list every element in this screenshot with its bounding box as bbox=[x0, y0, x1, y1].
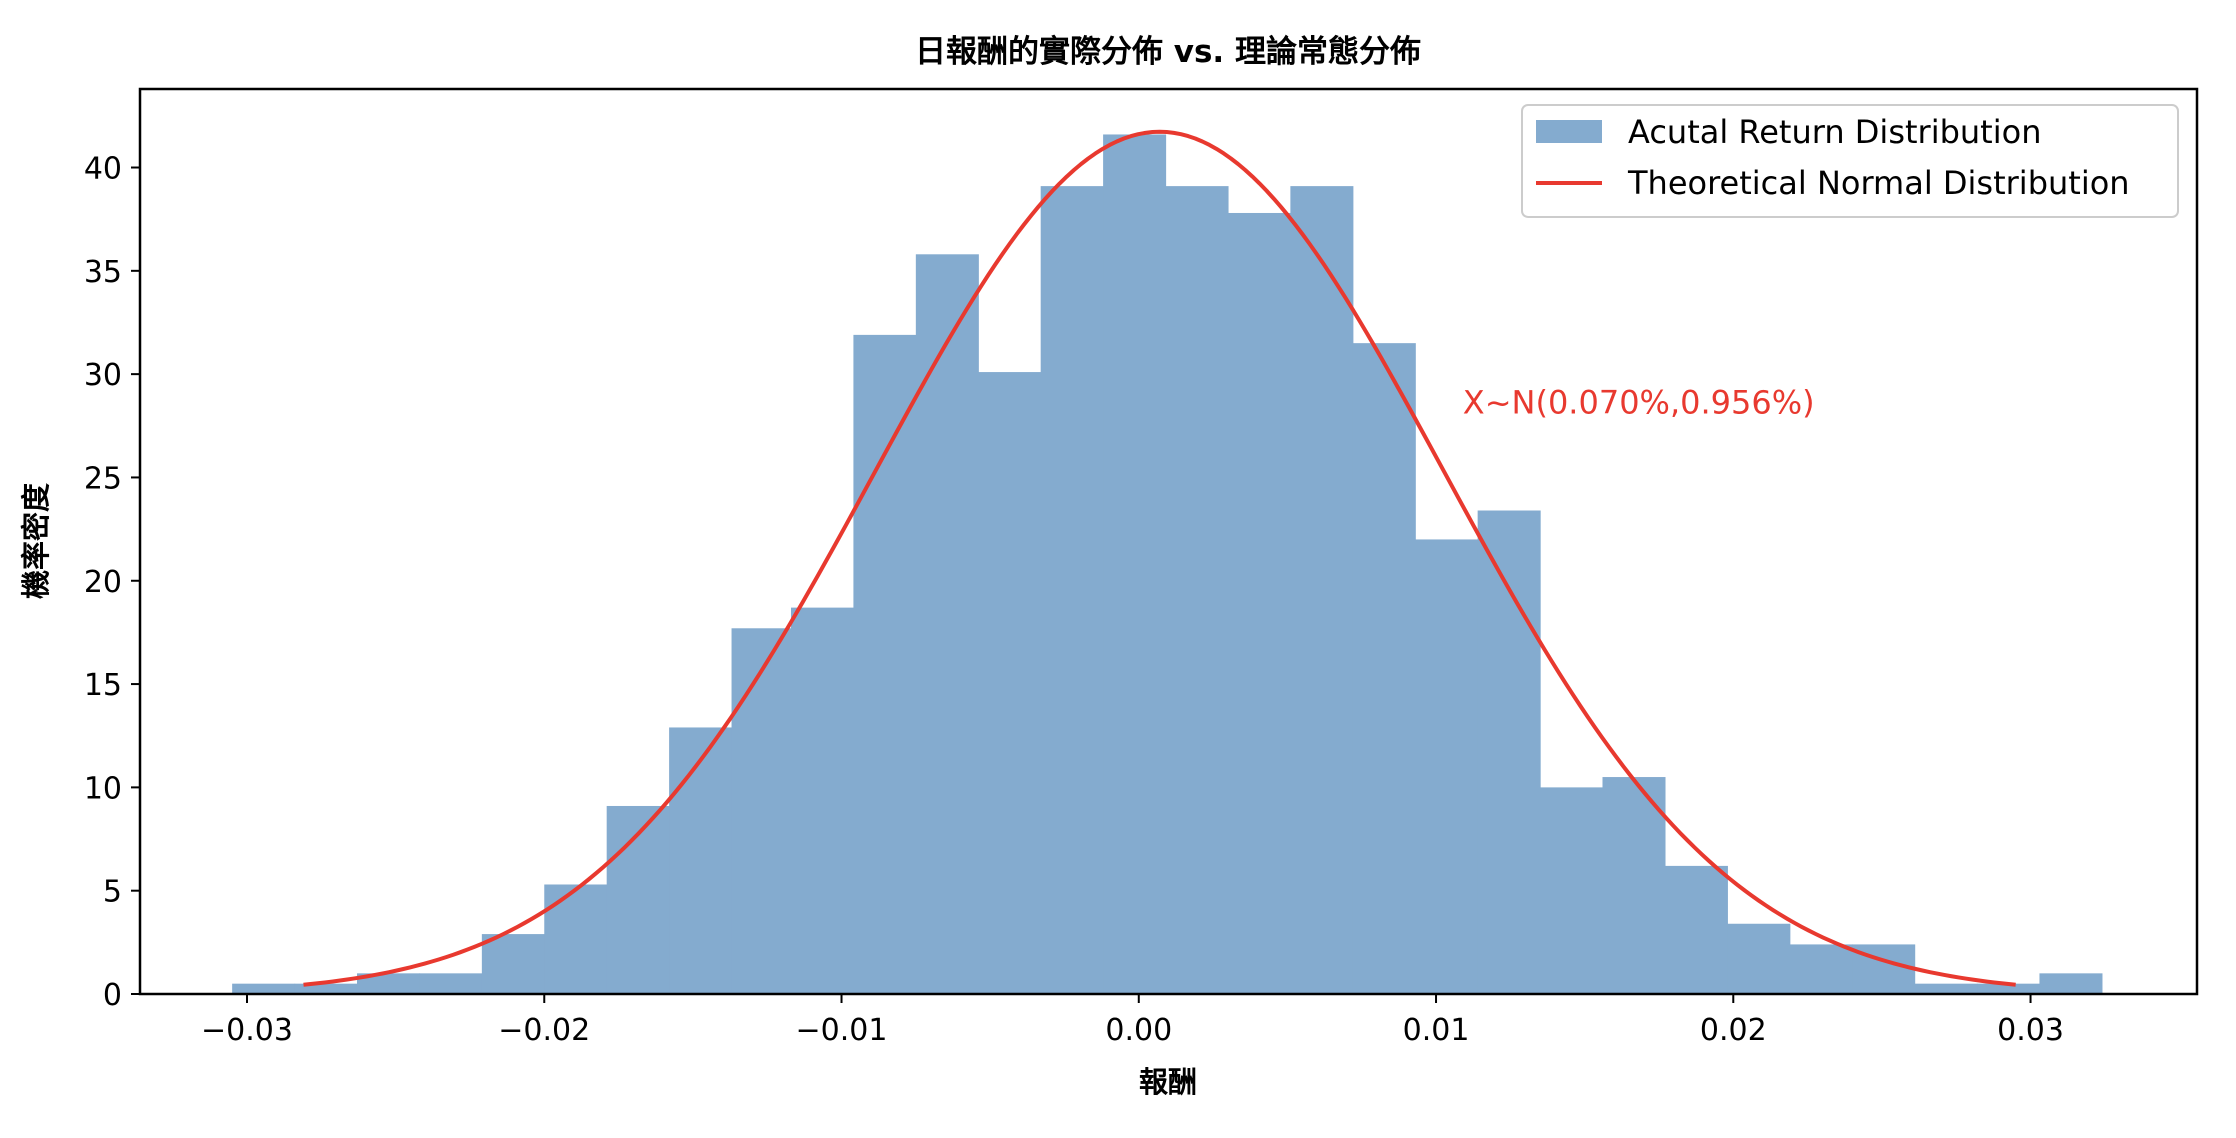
y-tick-label: 35 bbox=[84, 255, 122, 290]
legend-box bbox=[1521, 104, 2179, 218]
plot-frame bbox=[138, 87, 2199, 996]
y-tick-label: 40 bbox=[84, 152, 122, 187]
histogram-bar bbox=[1415, 539, 1479, 994]
normal-curve-layer bbox=[303, 129, 2016, 987]
histogram-bar bbox=[481, 934, 545, 994]
histogram-bar bbox=[232, 983, 296, 994]
legend-histogram-swatch bbox=[1536, 120, 1602, 143]
histogram-bar bbox=[1602, 777, 1666, 994]
histogram-bar bbox=[853, 334, 917, 994]
x-tick-label: 0.02 bbox=[1700, 1013, 1767, 1048]
histogram-bar bbox=[1977, 983, 2041, 994]
x-tick-label: 0.01 bbox=[1403, 1013, 1470, 1048]
y-tick-label: 30 bbox=[84, 358, 122, 393]
x-tick-label: 0.03 bbox=[1997, 1013, 2064, 1048]
x-axis-ticks: −0.03 −0.02 −0.01 0.00 0.01 0.02 0.03 bbox=[201, 994, 2064, 1048]
histogram-bar bbox=[1727, 923, 1791, 994]
histogram-bar bbox=[2039, 973, 2103, 994]
y-axis-label: 機率密度 bbox=[19, 483, 53, 599]
histogram-bar bbox=[1664, 865, 1728, 994]
histogram-bar bbox=[978, 372, 1042, 994]
x-tick-label: 0.00 bbox=[1105, 1013, 1172, 1048]
y-tick-label: 10 bbox=[84, 771, 122, 806]
histogram-bar bbox=[294, 983, 358, 994]
histogram-bar bbox=[1040, 186, 1104, 994]
histogram-bar bbox=[790, 607, 855, 994]
histogram-bar bbox=[731, 628, 792, 994]
histogram-bar bbox=[915, 254, 979, 994]
y-tick-label: 25 bbox=[84, 461, 122, 496]
histogram-bars bbox=[232, 134, 2103, 995]
normal-distribution-curve bbox=[303, 129, 2016, 987]
histogram-bar bbox=[544, 884, 608, 994]
histogram-bar bbox=[419, 973, 483, 994]
x-tick-label: −0.01 bbox=[796, 1013, 888, 1048]
histogram-bar bbox=[606, 805, 670, 994]
y-tick-label: 0 bbox=[103, 978, 122, 1013]
y-tick-label: 15 bbox=[84, 668, 122, 703]
y-axis-ticks: 0 5 10 15 20 25 30 35 40 bbox=[84, 152, 140, 1013]
histogram-bar bbox=[1290, 186, 1354, 994]
histogram-bar bbox=[669, 727, 733, 994]
legend-curve-label: Theoretical Normal Distribution bbox=[1627, 164, 2130, 202]
legend: Acutal Return Distribution Theoretical N… bbox=[1521, 104, 2179, 218]
histogram-bar bbox=[1352, 343, 1416, 995]
x-axis-label: 報酬 bbox=[1139, 1065, 1197, 1099]
histogram-bar bbox=[1789, 944, 1853, 994]
y-tick-label: 20 bbox=[84, 565, 122, 600]
histogram-bar bbox=[1227, 212, 1291, 994]
chart-title: 日報酬的實際分佈 vs. 理論常態分佈 bbox=[915, 34, 1421, 70]
histogram-bar bbox=[356, 973, 421, 994]
histogram-bar bbox=[1540, 787, 1604, 994]
y-tick-label: 5 bbox=[103, 875, 122, 910]
x-tick-label: −0.02 bbox=[498, 1013, 590, 1048]
histogram-bar bbox=[1103, 134, 1167, 995]
histogram-bar bbox=[1914, 983, 1978, 994]
legend-histogram-label: Acutal Return Distribution bbox=[1628, 113, 2041, 151]
histogram-bar bbox=[1165, 186, 1229, 994]
distribution-annotation: X~N(0.070%,0.956%) bbox=[1463, 383, 1815, 421]
x-tick-label: −0.03 bbox=[201, 1013, 293, 1048]
histogram-bar bbox=[1477, 510, 1541, 994]
